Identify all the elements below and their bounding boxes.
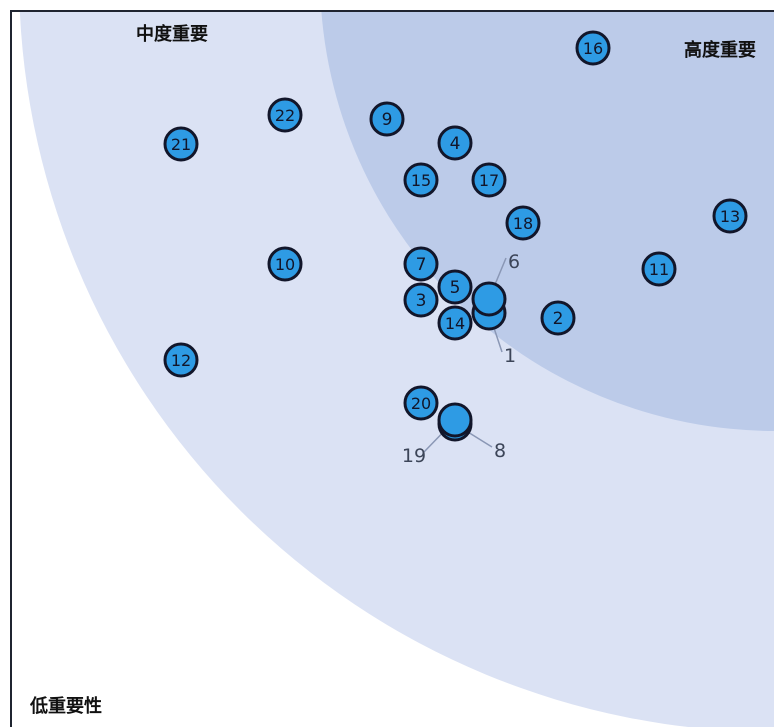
point-label-9: 9	[382, 110, 393, 130]
data-point-22	[267, 97, 303, 133]
data-point-4	[437, 125, 473, 161]
point-label-17: 17	[479, 171, 499, 190]
data-point-16	[575, 30, 611, 66]
point-label-outside-8: 8	[494, 440, 506, 462]
data-point-14	[437, 305, 473, 341]
data-point-2	[540, 300, 576, 336]
point-label-2: 2	[553, 309, 564, 329]
point-label-12: 12	[171, 351, 191, 370]
point-label-7: 7	[416, 255, 427, 275]
point-label-outside-19: 19	[402, 445, 426, 467]
point-label-15: 15	[411, 171, 431, 190]
high-importance-zone	[321, 11, 774, 431]
point-label-20: 20	[411, 394, 431, 413]
zone-label-low: 低重要性	[29, 695, 102, 717]
data-point-20	[403, 385, 439, 421]
data-point-5	[437, 269, 473, 305]
data-point-19	[437, 402, 473, 438]
point-label-22: 22	[275, 106, 295, 125]
point-label-10: 10	[275, 255, 295, 274]
plot-frame	[10, 10, 774, 727]
point-label-outside-6: 6	[508, 251, 520, 273]
data-point-18	[505, 205, 541, 241]
data-point-11	[641, 251, 677, 287]
data-point-12	[163, 342, 199, 378]
data-point-13	[712, 198, 748, 234]
point-label-13: 13	[720, 207, 740, 226]
data-point-3	[403, 282, 439, 318]
data-point-6	[471, 281, 507, 317]
point-label-21: 21	[171, 135, 191, 154]
zone-label-high: 高度重要	[684, 39, 756, 61]
point-label-4: 4	[450, 134, 461, 154]
data-point-15	[403, 162, 439, 198]
data-point-17	[471, 162, 507, 198]
data-point-10	[267, 246, 303, 282]
point-label-outside-1: 1	[504, 345, 516, 367]
point-label-3: 3	[416, 291, 427, 311]
data-point-21	[163, 126, 199, 162]
point-label-18: 18	[513, 214, 533, 233]
point-label-14: 14	[445, 314, 465, 333]
zone-label-medium: 中度重要	[136, 23, 208, 45]
data-point-9	[369, 101, 405, 137]
data-point-7	[403, 246, 439, 282]
point-label-5: 5	[450, 278, 461, 298]
point-label-16: 16	[583, 39, 603, 58]
point-label-11: 11	[649, 260, 669, 279]
